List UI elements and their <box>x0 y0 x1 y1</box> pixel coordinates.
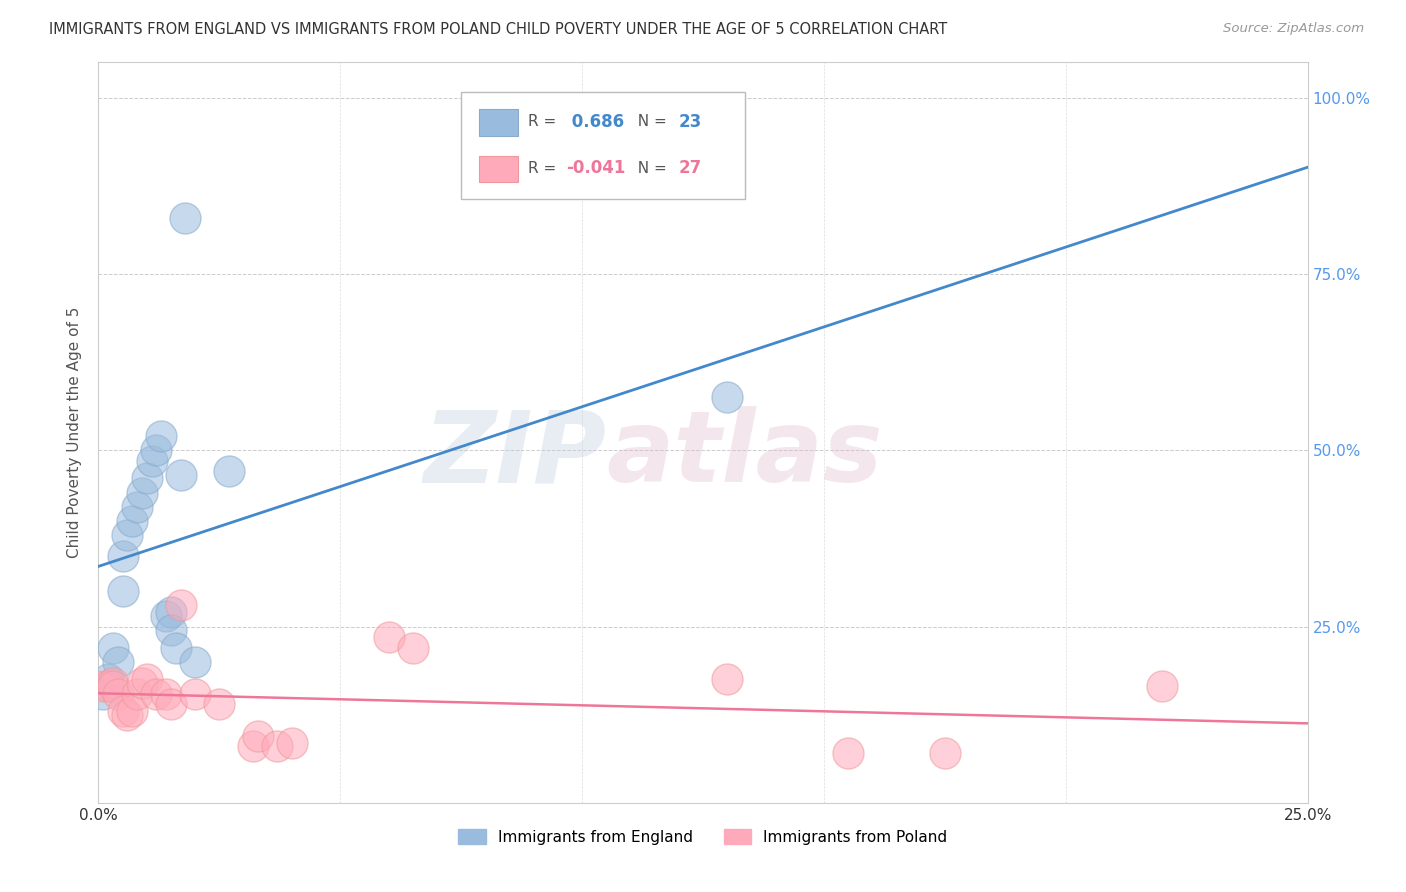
Text: -0.041: -0.041 <box>567 160 626 178</box>
Point <box>1152 680 1174 694</box>
Point <box>155 609 177 624</box>
Point <box>121 704 143 718</box>
Bar <box>479 156 517 182</box>
Point <box>218 464 240 478</box>
Point <box>101 640 124 655</box>
Point <box>377 630 399 644</box>
Y-axis label: Child Poverty Under the Age of 5: Child Poverty Under the Age of 5 <box>67 307 83 558</box>
Point <box>716 673 738 687</box>
Text: atlas: atlas <box>606 407 883 503</box>
Text: R =: R = <box>527 114 561 129</box>
Point <box>247 729 270 743</box>
Point <box>135 673 157 687</box>
Point <box>145 443 167 458</box>
Legend: Immigrants from England, Immigrants from Poland: Immigrants from England, Immigrants from… <box>453 822 953 851</box>
Point <box>150 429 173 443</box>
Point <box>91 680 114 694</box>
Text: ZIP: ZIP <box>423 407 606 503</box>
Point <box>121 514 143 528</box>
Point <box>117 528 139 542</box>
Point <box>837 747 859 761</box>
Point <box>160 623 183 637</box>
Bar <box>479 109 517 136</box>
Point <box>97 673 120 687</box>
Point <box>101 680 124 694</box>
Point <box>184 655 207 669</box>
Point <box>111 549 134 563</box>
Text: 23: 23 <box>679 112 702 130</box>
Point <box>131 485 153 500</box>
FancyBboxPatch shape <box>461 92 745 200</box>
Point <box>127 686 149 700</box>
Text: N =: N = <box>628 114 672 129</box>
Point <box>111 584 134 599</box>
Point <box>266 739 288 754</box>
Text: Source: ZipAtlas.com: Source: ZipAtlas.com <box>1223 22 1364 36</box>
Text: R =: R = <box>527 161 561 176</box>
Point <box>117 707 139 722</box>
Point <box>402 640 425 655</box>
Point <box>160 697 183 711</box>
Point <box>174 211 197 225</box>
Point <box>135 471 157 485</box>
Point <box>141 454 163 468</box>
Point <box>131 676 153 690</box>
Point <box>145 686 167 700</box>
Point <box>208 697 231 711</box>
Point <box>169 467 191 482</box>
Point <box>169 599 191 613</box>
Point <box>160 606 183 620</box>
Point <box>91 686 114 700</box>
Point <box>107 655 129 669</box>
Text: 27: 27 <box>679 160 702 178</box>
Point <box>155 686 177 700</box>
Point <box>127 500 149 514</box>
Point <box>184 686 207 700</box>
Point <box>111 704 134 718</box>
Point <box>242 739 264 754</box>
Text: N =: N = <box>628 161 672 176</box>
Point <box>281 736 304 750</box>
Text: IMMIGRANTS FROM ENGLAND VS IMMIGRANTS FROM POLAND CHILD POVERTY UNDER THE AGE OF: IMMIGRANTS FROM ENGLAND VS IMMIGRANTS FR… <box>49 22 948 37</box>
Point <box>934 747 956 761</box>
Point <box>165 640 187 655</box>
Point <box>716 390 738 404</box>
Point <box>97 680 120 694</box>
Text: 0.686: 0.686 <box>567 112 624 130</box>
Point <box>107 686 129 700</box>
Point <box>101 676 124 690</box>
